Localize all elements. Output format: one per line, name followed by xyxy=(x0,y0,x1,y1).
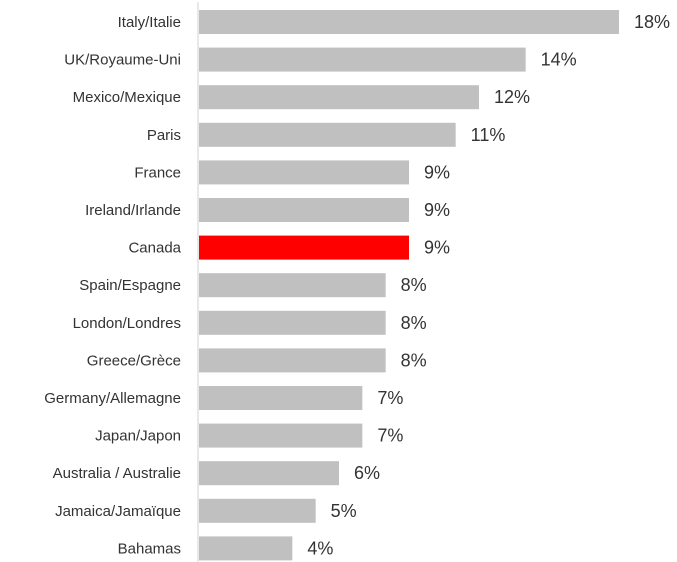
bar-uk-royaume-uni xyxy=(199,47,526,72)
bar-germany-allemagne xyxy=(199,386,363,410)
value-label-italy-italie: 18% xyxy=(634,12,670,32)
category-label-greece-gr-ce: Greece/Grèce xyxy=(87,352,181,369)
bars-group: Italy/Italie 18% UK/Royaume-Uni 14% Mexico/M… xyxy=(44,10,670,561)
value-label-bahamas: 4% xyxy=(307,538,333,558)
category-label-australia-australie: Australia / Australie xyxy=(53,465,181,482)
value-label-london-londres: 8% xyxy=(401,313,427,333)
value-label-australia-australie: 6% xyxy=(354,463,380,483)
category-label-spain-espagne: Spain/Espagne xyxy=(79,277,181,294)
value-label-jamaica-jama-que: 5% xyxy=(331,501,357,521)
value-label-paris: 11% xyxy=(471,125,506,145)
bar-bahamas xyxy=(199,536,293,561)
value-label-spain-espagne: 8% xyxy=(401,275,427,295)
bar-canada xyxy=(199,235,409,260)
bar-spain-espagne xyxy=(199,273,386,298)
category-label-bahamas: Bahamas xyxy=(118,540,181,557)
bar-italy-italie xyxy=(199,10,619,34)
category-label-france: France xyxy=(134,164,181,181)
bar-jamaica-jama-que xyxy=(199,498,316,523)
category-label-paris: Paris xyxy=(147,127,181,144)
category-label-uk-royaume-uni: UK/Royaume-Uni xyxy=(64,52,181,69)
value-label-france: 9% xyxy=(424,162,450,182)
category-label-mexico-mexique: Mexico/Mexique xyxy=(73,89,181,106)
category-label-ireland-irlande: Ireland/Irlande xyxy=(85,202,181,219)
category-label-jamaica-jama-que: Jamaica/Jamaïque xyxy=(55,503,181,520)
bar-australia-australie xyxy=(199,461,339,486)
category-label-italy-italie: Italy/Italie xyxy=(118,14,181,31)
value-label-greece-gr-ce: 8% xyxy=(401,350,427,370)
value-label-japan-japon: 7% xyxy=(377,426,403,446)
value-label-mexico-mexique: 12% xyxy=(494,87,530,107)
category-label-canada: Canada xyxy=(128,240,181,257)
bar-ireland-irlande xyxy=(199,198,409,222)
value-label-ireland-irlande: 9% xyxy=(424,200,450,220)
value-label-uk-royaume-uni: 14% xyxy=(541,50,577,70)
bar-greece-gr-ce xyxy=(199,348,386,373)
category-label-japan-japon: Japan/Japon xyxy=(95,428,181,445)
bar-japan-japon xyxy=(199,423,363,448)
category-label-london-londres: London/Londres xyxy=(73,315,181,332)
category-label-germany-allemagne: Germany/Allemagne xyxy=(44,390,181,407)
bar-paris xyxy=(199,122,456,147)
value-label-canada: 9% xyxy=(424,238,450,258)
bar-france xyxy=(199,160,409,185)
value-label-germany-allemagne: 7% xyxy=(377,388,403,408)
bar-london-londres xyxy=(199,310,386,335)
bar-mexico-mexique xyxy=(199,85,479,110)
